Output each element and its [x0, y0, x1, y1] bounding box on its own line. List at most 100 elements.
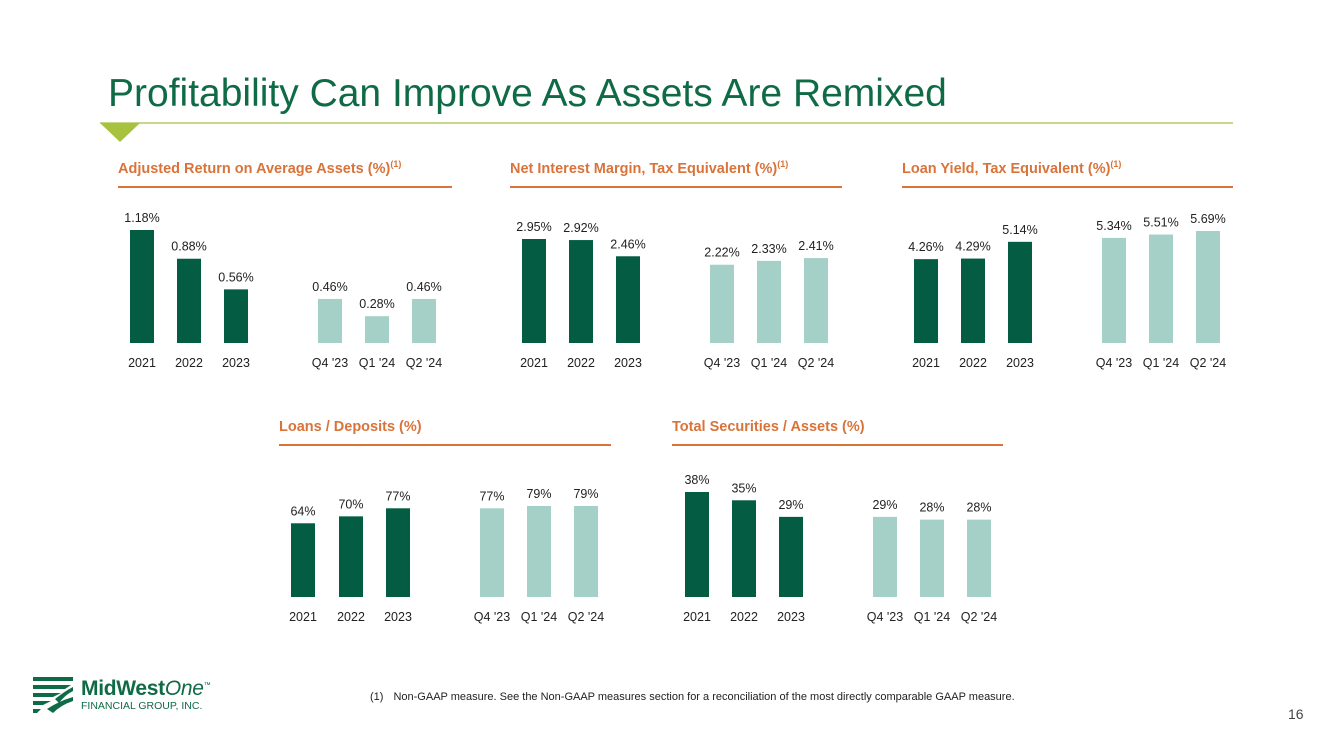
x-tick-label: Q4 '23	[474, 610, 510, 624]
chart-title-text: Adjusted Return on Average Assets (%)	[118, 161, 391, 177]
bar-chart: 2.95% 2021 2.92% 2022 2.46% 2023 2.22% Q4 '23 2.…	[516, 220, 834, 370]
bar-value-label: 29%	[872, 498, 897, 512]
bar	[177, 258, 201, 343]
bar	[732, 500, 756, 597]
bar-value-label: 29%	[778, 498, 803, 512]
x-tick-label: Q1 '24	[751, 356, 787, 370]
x-tick-label: 2023	[384, 610, 412, 624]
chart-title-text: Total Securities / Assets (%)	[672, 419, 865, 435]
bar	[967, 519, 991, 597]
x-tick-label: 2021	[128, 356, 156, 370]
bar	[914, 259, 938, 343]
x-tick-label: Q2 '24	[1190, 356, 1226, 370]
bar-value-label: 2.22%	[704, 246, 739, 260]
bar	[522, 239, 546, 343]
chart-title-text: Loans / Deposits (%)	[279, 419, 422, 435]
bar-value-label: 38%	[684, 473, 709, 487]
bar-value-label: 5.51%	[1143, 216, 1178, 230]
bar	[873, 516, 897, 597]
bar-chart: 64% 2021 70% 2022 77% 2023 77% Q4 '23 79% Q1 '24 7…	[289, 487, 604, 624]
chart-title-superscript: (1)	[1110, 159, 1122, 170]
chart-title-superscript: (1)	[390, 159, 402, 170]
bar	[804, 258, 828, 343]
company-logo: MidWestOne™ FINANCIAL GROUP, INC.	[31, 673, 231, 719]
chart-title-rule	[279, 444, 611, 446]
bar	[1008, 241, 1032, 343]
x-tick-label: Q1 '24	[359, 356, 395, 370]
bar	[569, 240, 593, 343]
bar-value-label: 0.88%	[171, 240, 206, 254]
bar-value-label: 2.95%	[516, 220, 551, 234]
x-tick-label: Q1 '24	[914, 610, 950, 624]
chart-title: Adjusted Return on Average Assets (%)(1)	[118, 159, 402, 177]
x-tick-label: Q4 '23	[704, 356, 740, 370]
bar-value-label: 77%	[385, 489, 410, 503]
chart-title-superscript: (1)	[777, 159, 789, 170]
title-triangle-accent	[100, 123, 140, 142]
bar	[365, 316, 389, 343]
bar	[757, 260, 781, 343]
x-tick-label: 2021	[912, 356, 940, 370]
x-tick-label: 2021	[520, 356, 548, 370]
chart-title-rule	[672, 444, 1003, 446]
footnote-text: Non-GAAP measure. See the Non-GAAP measu…	[393, 691, 1015, 703]
chart-title-text: Net Interest Margin, Tax Equivalent (%)	[510, 161, 778, 177]
bar-value-label: 0.28%	[359, 297, 394, 311]
bar	[130, 230, 154, 343]
bar-value-label: 28%	[919, 501, 944, 515]
bar-value-label: 4.26%	[908, 240, 943, 254]
bar	[1102, 237, 1126, 343]
bar-value-label: 2.46%	[610, 237, 645, 251]
chart-title: Total Securities / Assets (%)	[672, 419, 865, 435]
bar	[1149, 234, 1173, 343]
bar-value-label: 64%	[290, 504, 315, 518]
logo-name-italic: One	[164, 677, 204, 700]
x-tick-label: Q1 '24	[521, 610, 557, 624]
bar	[685, 492, 709, 597]
page-number: 16	[1288, 706, 1304, 722]
bar-chart: 1.18% 2021 0.88% 2022 0.56% 2023 0.46% Q4 '23 0.…	[124, 211, 442, 370]
bar-value-label: 0.56%	[218, 270, 253, 284]
footnote-marker: (1)	[370, 691, 384, 703]
bar-value-label: 0.46%	[312, 280, 347, 294]
bar-value-label: 0.46%	[406, 280, 441, 294]
logo-name: MidWestOne™	[81, 677, 211, 701]
x-tick-label: Q2 '24	[798, 356, 834, 370]
x-tick-label: Q4 '23	[1096, 356, 1132, 370]
chart-title-rule	[902, 186, 1233, 188]
x-tick-label: 2022	[175, 356, 203, 370]
bar-value-label: 2.92%	[563, 221, 598, 235]
chart-title-rule	[118, 186, 452, 188]
x-tick-label: 2022	[567, 356, 595, 370]
bar	[318, 298, 342, 343]
bar	[616, 256, 640, 343]
title-divider	[100, 122, 1233, 124]
bar-value-label: 79%	[573, 487, 598, 501]
logo-subtitle: FINANCIAL GROUP, INC.	[81, 700, 203, 712]
logo-mark-icon	[33, 677, 73, 713]
x-tick-label: Q2 '24	[961, 610, 997, 624]
chart-title-text: Loan Yield, Tax Equivalent (%)	[902, 161, 1111, 177]
bar	[920, 519, 944, 597]
bar-chart: 4.26% 2021 4.29% 2022 5.14% 2023 5.34% Q4 '23 5.…	[908, 212, 1226, 370]
x-tick-label: 2022	[337, 610, 365, 624]
bar	[224, 289, 248, 343]
logo-trademark: ™	[203, 682, 211, 689]
chart-title: Net Interest Margin, Tax Equivalent (%)(…	[510, 159, 789, 177]
x-tick-label: 2023	[777, 610, 805, 624]
x-tick-label: 2023	[222, 356, 250, 370]
bar	[710, 264, 734, 343]
bar	[339, 516, 363, 597]
x-tick-label: 2023	[1006, 356, 1034, 370]
bar	[574, 506, 598, 597]
bar-value-label: 77%	[479, 489, 504, 503]
x-tick-label: 2023	[614, 356, 642, 370]
bar	[412, 298, 436, 343]
x-tick-label: Q4 '23	[312, 356, 348, 370]
bar-value-label: 2.41%	[798, 239, 833, 253]
bar	[779, 516, 803, 597]
bar-value-label: 5.69%	[1190, 212, 1225, 226]
x-tick-label: Q1 '24	[1143, 356, 1179, 370]
bar	[1196, 231, 1220, 343]
x-tick-label: Q2 '24	[568, 610, 604, 624]
